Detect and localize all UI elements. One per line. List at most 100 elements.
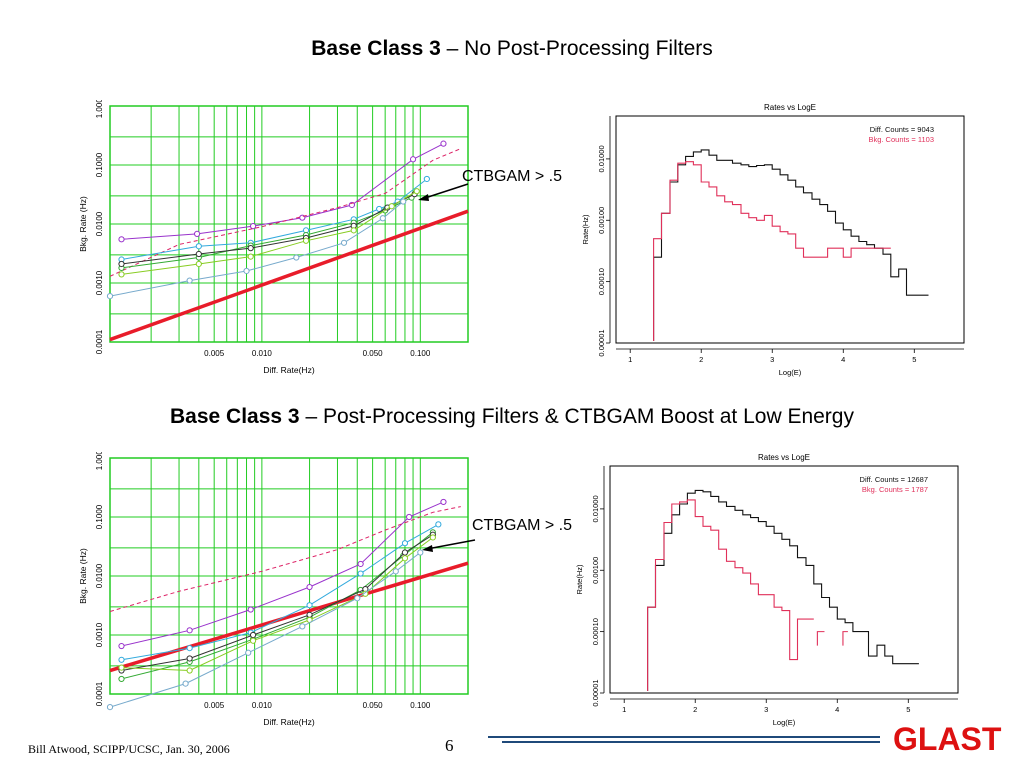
data-point <box>350 227 357 234</box>
plot-frame <box>109 105 469 343</box>
x-tick-label: 0.005 <box>204 701 225 710</box>
data-point <box>423 175 430 183</box>
data-point <box>409 156 417 163</box>
data-point <box>340 239 348 246</box>
data-point <box>195 260 202 268</box>
x-axis-label: Log(E) <box>779 368 802 377</box>
reference-line <box>109 209 469 342</box>
x-tick-label: 0.100 <box>410 701 431 710</box>
data-point <box>249 631 257 639</box>
glast-logo: GLAST <box>893 721 1002 757</box>
data-point <box>401 549 409 556</box>
data-point <box>406 513 413 521</box>
data-point <box>299 623 306 630</box>
annotation-ctbgam-bottom: CTBGAM > .5 <box>472 517 573 534</box>
y-axis-label: Rate(Hz) <box>581 214 590 245</box>
x-tick-label: 4 <box>835 705 839 714</box>
section-title-top-rest: – No Post-Processing Filters <box>440 37 713 60</box>
histogram-diff <box>647 489 919 691</box>
plot-frame <box>109 457 469 695</box>
reference-line <box>109 561 469 673</box>
data-point <box>306 602 313 609</box>
x-axis-label: Diff. Rate(Hz) <box>263 717 314 727</box>
x-tick-label: 3 <box>764 705 768 714</box>
y-tick-label: 0.00100 <box>591 557 600 584</box>
data-point <box>392 568 399 575</box>
histogram-bkg <box>653 161 891 341</box>
x-tick-label: 3 <box>770 355 774 364</box>
y-tick-label: 0.00001 <box>597 329 606 356</box>
x-axis-label: Log(E) <box>773 718 796 727</box>
plot-frame <box>615 115 965 344</box>
histogram-fragment <box>842 631 848 646</box>
data-point <box>249 223 257 230</box>
data-point <box>247 606 254 613</box>
y-axis-label: Rate(Hz) <box>575 564 584 595</box>
data-point <box>195 243 202 250</box>
x-tick-label: 0.010 <box>252 349 273 358</box>
y-tick-label: 0.01000 <box>597 145 606 172</box>
series-line-2 <box>121 178 428 260</box>
legend-diff-counts: Diff. Counts = 12687 <box>860 475 928 484</box>
page-number: 6 <box>445 736 454 755</box>
data-point <box>245 649 252 656</box>
y-tick-label: 0.0010 <box>95 622 104 647</box>
data-point <box>186 277 193 284</box>
x-tick-label: 0.005 <box>204 349 225 358</box>
y-axis-label: Bkg. Rate (Hz) <box>78 196 88 252</box>
data-point <box>293 254 300 261</box>
histogram-fragment <box>816 631 825 646</box>
series-line-1 <box>109 506 461 612</box>
data-point <box>435 521 442 528</box>
y-tick-label: 0.00010 <box>591 618 600 645</box>
y-tick-label: 0.0100 <box>95 563 104 588</box>
data-point <box>357 570 364 577</box>
chart-rate-scan-top: 0.005 0.010 0.050 0.100 0.0001 0.0010 0.0100 0.… <box>78 100 469 375</box>
data-point <box>429 534 436 541</box>
histogram-bkg <box>647 499 814 691</box>
data-point <box>247 245 254 252</box>
data-point <box>106 703 114 711</box>
data-point <box>186 655 193 662</box>
data-point <box>193 230 201 237</box>
x-tick-label: 5 <box>912 355 916 364</box>
y-tick-label: 0.0001 <box>95 329 104 354</box>
footer-rule <box>488 736 880 743</box>
legend-diff-counts: Diff. Counts = 9043 <box>870 125 934 134</box>
data-point <box>440 498 447 506</box>
data-point <box>118 664 125 671</box>
x-tick-label: 0.010 <box>252 701 273 710</box>
data-point <box>379 215 386 222</box>
data-point <box>400 198 407 205</box>
x-tick-label: 1 <box>622 705 626 714</box>
y-tick-label: 1.0000 <box>95 452 104 470</box>
section-title-top-bold: Base Class 3 <box>311 37 441 60</box>
chart-title: Rates vs LogE <box>758 453 810 462</box>
data-point <box>186 644 193 652</box>
y-tick-label: 0.0010 <box>95 270 104 295</box>
y-tick-label: 0.00100 <box>597 207 606 234</box>
y-tick-label: 0.0001 <box>95 681 104 706</box>
data-point <box>302 237 310 244</box>
x-tick-label: 1 <box>628 355 632 364</box>
y-tick-label: 0.1000 <box>95 152 104 177</box>
data-point <box>401 555 409 562</box>
data-point <box>118 642 125 650</box>
chart-title: Rates vs LogE <box>764 103 816 112</box>
y-tick-label: 1.0000 <box>95 100 104 118</box>
data-point <box>186 667 193 674</box>
section-title-bottom-bold: Base Class 3 <box>170 405 300 428</box>
x-tick-label: 0.050 <box>363 349 384 358</box>
data-point <box>357 560 364 568</box>
y-tick-label: 0.00010 <box>597 268 606 295</box>
data-point <box>182 680 189 687</box>
data-point <box>118 656 125 663</box>
x-tick-label: 2 <box>693 705 697 714</box>
y-tick-label: 0.00001 <box>591 679 600 706</box>
data-point <box>106 292 114 300</box>
section-title-bottom: Base Class 3 – Post-Processing Filters &… <box>0 405 1024 429</box>
chart-rate-scan-bottom: 0.005 0.010 0.050 0.100 0.0001 0.0010 0.0100 0.… <box>78 452 469 727</box>
plot-frame <box>609 465 959 694</box>
